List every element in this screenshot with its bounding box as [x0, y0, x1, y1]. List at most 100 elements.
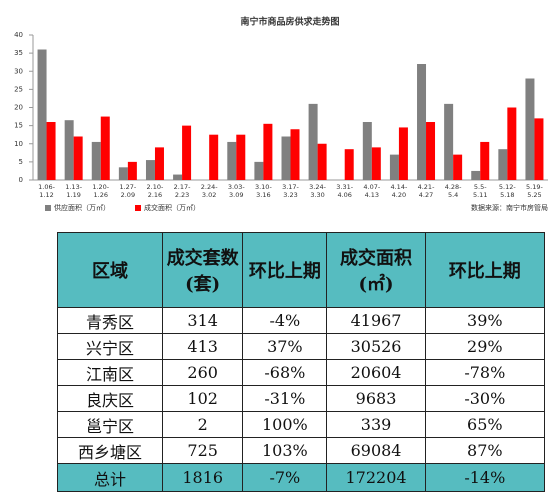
- table-cell: -31%: [242, 385, 328, 412]
- x-tick-label: 3.31-4.06: [336, 183, 354, 199]
- legend-label: 成交面积（万㎡）: [144, 203, 200, 212]
- bar: [471, 170, 481, 180]
- table-cell: 100%: [242, 411, 328, 438]
- legend-swatch: [45, 205, 51, 211]
- total-cell: 总计: [56, 463, 164, 492]
- chart-title: 南宁市商品房供求走势图: [240, 16, 339, 28]
- table-cell: -30%: [424, 385, 546, 412]
- bar: [498, 149, 508, 180]
- bar: [417, 64, 427, 180]
- bar: [525, 78, 535, 180]
- table-row: 西乡塘区 725 103% 69084 87%: [56, 437, 546, 464]
- table-cell: 41967: [326, 307, 426, 334]
- table-cell: 2: [162, 411, 244, 438]
- table-cell: 西乡塘区: [56, 437, 164, 464]
- header-cell: 区域: [56, 232, 164, 308]
- header-row: 区域 成交套数 (套) 环比上期 成交面积 (㎡) 环比上期: [56, 232, 546, 308]
- bar: [263, 123, 273, 180]
- x-tick-label: 3.03-3.09: [227, 183, 245, 199]
- table-cell: 37%: [242, 333, 328, 360]
- table-row: 良庆区 102 -31% 9683 -30%: [56, 385, 546, 412]
- bar: [398, 127, 408, 180]
- table-cell: 65%: [424, 411, 546, 438]
- x-tick-label: 3.24-3.30: [309, 183, 326, 199]
- x-tick-label: 3.10-3.16: [254, 183, 272, 199]
- bar: [317, 143, 327, 180]
- x-tick-label: 3.17-3.23: [282, 183, 299, 199]
- bar: [362, 122, 372, 180]
- y-tick-label: 30: [14, 67, 23, 75]
- x-tick-label: 4.28-5.4: [444, 183, 462, 199]
- y-tick-label: 0: [19, 176, 23, 184]
- y-tick-label: 35: [14, 49, 23, 57]
- table-cell: 30526: [326, 333, 426, 360]
- header-text: 环比上期: [448, 261, 521, 282]
- header-cell: 环比上期: [424, 232, 546, 308]
- x-tick-label: 5.12-5.18: [498, 183, 516, 199]
- bar: [182, 125, 192, 180]
- x-tick-label: 5.5-5.11: [472, 183, 488, 199]
- bar: [100, 116, 110, 180]
- bar: [254, 161, 264, 180]
- y-tick-label: 40: [14, 31, 23, 39]
- table-cell: 260: [162, 359, 244, 386]
- total-row: 总计 1816 -7% 172204 -14%: [56, 463, 546, 492]
- bar: [534, 118, 544, 180]
- header-cell: 成交面积 (㎡): [326, 232, 426, 308]
- x-tick-label: 1.06-1.12: [38, 183, 55, 199]
- table-row: 青秀区 314 -4% 41967 39%: [56, 307, 546, 334]
- table-cell: 青秀区: [56, 307, 164, 334]
- total-cell: 172204: [326, 463, 426, 492]
- y-tick-label: 5: [19, 158, 23, 166]
- table-cell: 103%: [242, 437, 328, 464]
- table-cell: 9683: [326, 385, 426, 412]
- bar: [344, 149, 354, 180]
- bar: [308, 103, 318, 180]
- bar: [480, 141, 490, 180]
- header-text: (套): [185, 274, 221, 295]
- total-cell: -7%: [242, 463, 328, 492]
- bar: [209, 134, 219, 180]
- table-cell: 39%: [424, 307, 546, 334]
- x-tick-label: 1.20-1.26: [92, 183, 110, 199]
- bar: [73, 136, 83, 180]
- bar: [173, 174, 183, 180]
- table-cell: -78%: [424, 359, 546, 386]
- table-cell: -68%: [242, 359, 328, 386]
- header-text: 环比上期: [248, 261, 321, 282]
- x-tick-label: 2.24-3.02: [200, 183, 218, 199]
- header-text: (㎡): [358, 274, 394, 295]
- x-tick-label: 1.27-2.09: [119, 183, 137, 199]
- x-tick-label: 4.21-4.27: [417, 183, 435, 199]
- table-row: 江南区 260 -68% 20604 -78%: [56, 359, 546, 386]
- legend-label: 供应面积（万㎡）: [54, 203, 110, 212]
- bar: [127, 161, 137, 180]
- table-cell: 兴宁区: [56, 333, 164, 360]
- table-cell: 102: [162, 385, 244, 412]
- table-cell: 良庆区: [56, 385, 164, 412]
- bar: [290, 129, 300, 180]
- table-cell: 69084: [326, 437, 426, 464]
- data-table: 区域 成交套数 (套) 环比上期 成交面积 (㎡) 环比上期 青秀区 314 -4% 41967 39…: [56, 232, 546, 492]
- bar: [236, 134, 246, 180]
- bar: [145, 160, 155, 180]
- header-cell: 成交套数 (套): [162, 232, 244, 308]
- table-cell: 413: [162, 333, 244, 360]
- bar: [227, 141, 237, 180]
- bar: [46, 122, 56, 180]
- header-text: 成交套数: [166, 248, 239, 269]
- table-cell: 江南区: [56, 359, 164, 386]
- table-cell: 339: [326, 411, 426, 438]
- table-cell: 314: [162, 307, 244, 334]
- total-cell: -14%: [424, 463, 546, 492]
- header-text: 成交面积: [340, 248, 413, 269]
- bar: [371, 147, 381, 180]
- total-cell: 1816: [162, 463, 244, 492]
- x-tick-label: 1.13-1.19: [65, 183, 83, 199]
- x-tick-label: 2.17-2.23: [173, 183, 191, 199]
- bar: [91, 141, 101, 180]
- bar: [37, 49, 47, 180]
- y-tick-label: 20: [14, 104, 23, 112]
- bar: [426, 122, 436, 180]
